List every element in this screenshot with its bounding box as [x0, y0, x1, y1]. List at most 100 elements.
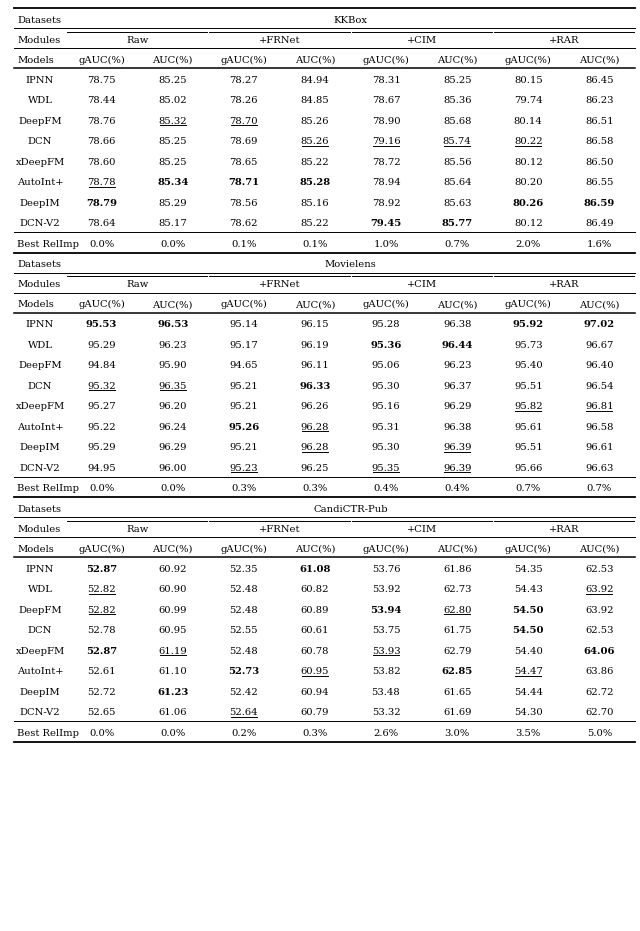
- Text: 61.69: 61.69: [443, 708, 472, 717]
- Text: 54.30: 54.30: [514, 708, 543, 717]
- Text: gAUC(%): gAUC(%): [505, 545, 552, 554]
- Text: 95.29: 95.29: [87, 341, 116, 350]
- Text: gAUC(%): gAUC(%): [505, 301, 552, 309]
- Text: 86.49: 86.49: [585, 220, 614, 228]
- Text: 0.1%: 0.1%: [231, 240, 257, 249]
- Text: 95.27: 95.27: [87, 402, 116, 412]
- Text: 95.21: 95.21: [229, 382, 258, 391]
- Text: Models: Models: [17, 545, 54, 554]
- Text: +RAR: +RAR: [548, 36, 579, 45]
- Text: 52.82: 52.82: [87, 586, 116, 594]
- Text: 95.26: 95.26: [228, 423, 259, 432]
- Text: +RAR: +RAR: [548, 525, 579, 533]
- Text: 61.23: 61.23: [157, 688, 188, 696]
- Text: 80.12: 80.12: [514, 157, 543, 167]
- Text: 79.74: 79.74: [514, 96, 543, 105]
- Text: AUC(%): AUC(%): [294, 56, 335, 65]
- Text: 3.5%: 3.5%: [516, 729, 541, 737]
- Text: 95.90: 95.90: [158, 361, 187, 371]
- Text: +CIM: +CIM: [406, 36, 436, 45]
- Text: 52.72: 52.72: [87, 688, 116, 696]
- Text: gAUC(%): gAUC(%): [363, 56, 410, 65]
- Text: 85.17: 85.17: [158, 220, 187, 228]
- Text: 85.16: 85.16: [301, 199, 329, 208]
- Text: WDL: WDL: [28, 96, 52, 105]
- Text: DCN: DCN: [28, 627, 52, 635]
- Text: 61.65: 61.65: [443, 688, 472, 696]
- Text: 53.48: 53.48: [372, 688, 401, 696]
- Text: 86.55: 86.55: [585, 179, 614, 187]
- Text: 61.86: 61.86: [443, 565, 472, 573]
- Text: 78.64: 78.64: [87, 220, 116, 228]
- Text: 0.0%: 0.0%: [89, 729, 114, 737]
- Text: 54.50: 54.50: [513, 627, 544, 635]
- Text: 96.37: 96.37: [443, 382, 472, 391]
- Text: 52.48: 52.48: [229, 586, 258, 594]
- Text: 78.69: 78.69: [230, 137, 258, 146]
- Text: DeepFM: DeepFM: [18, 361, 62, 371]
- Text: DeepIM: DeepIM: [20, 688, 60, 696]
- Text: 53.93: 53.93: [372, 647, 401, 655]
- Text: 96.38: 96.38: [443, 320, 472, 330]
- Text: Raw: Raw: [126, 36, 148, 45]
- Text: DeepFM: DeepFM: [18, 116, 62, 126]
- Text: 96.26: 96.26: [301, 402, 329, 412]
- Text: gAUC(%): gAUC(%): [220, 545, 268, 554]
- Text: 96.40: 96.40: [585, 361, 614, 371]
- Text: 1.6%: 1.6%: [587, 240, 612, 249]
- Text: gAUC(%): gAUC(%): [78, 545, 125, 554]
- Text: 60.82: 60.82: [301, 586, 329, 594]
- Text: 96.33: 96.33: [300, 382, 331, 391]
- Text: 60.79: 60.79: [301, 708, 329, 717]
- Text: 96.29: 96.29: [159, 443, 187, 452]
- Text: 95.73: 95.73: [514, 341, 543, 350]
- Text: 52.48: 52.48: [229, 647, 258, 655]
- Text: gAUC(%): gAUC(%): [220, 56, 268, 65]
- Text: 85.74: 85.74: [443, 137, 472, 146]
- Text: 63.92: 63.92: [585, 606, 614, 614]
- Text: 0.1%: 0.1%: [302, 240, 328, 249]
- Text: 0.0%: 0.0%: [160, 729, 186, 737]
- Text: 78.27: 78.27: [230, 75, 258, 85]
- Text: 95.21: 95.21: [229, 443, 258, 452]
- Text: 78.31: 78.31: [372, 75, 401, 85]
- Text: 94.84: 94.84: [87, 361, 116, 371]
- Text: DeepFM: DeepFM: [18, 606, 62, 614]
- Text: 0.0%: 0.0%: [89, 240, 114, 249]
- Text: AUC(%): AUC(%): [152, 56, 193, 65]
- Text: 96.53: 96.53: [157, 320, 188, 330]
- Text: 63.86: 63.86: [585, 668, 614, 676]
- Text: 95.92: 95.92: [513, 320, 544, 330]
- Text: 78.75: 78.75: [87, 75, 116, 85]
- Text: 95.22: 95.22: [87, 423, 116, 432]
- Text: AUC(%): AUC(%): [294, 301, 335, 309]
- Text: 78.92: 78.92: [372, 199, 401, 208]
- Text: Models: Models: [17, 301, 54, 309]
- Text: 1.0%: 1.0%: [373, 240, 399, 249]
- Text: IPNN: IPNN: [26, 320, 54, 330]
- Text: 85.25: 85.25: [443, 75, 472, 85]
- Text: DeepIM: DeepIM: [20, 443, 60, 452]
- Text: 96.11: 96.11: [301, 361, 330, 371]
- Text: 61.06: 61.06: [159, 708, 187, 717]
- Text: 96.38: 96.38: [443, 423, 472, 432]
- Text: gAUC(%): gAUC(%): [220, 301, 268, 309]
- Text: 85.02: 85.02: [158, 96, 187, 105]
- Text: 95.36: 95.36: [371, 341, 402, 350]
- Text: Modules: Modules: [17, 525, 60, 533]
- Text: 60.78: 60.78: [301, 647, 329, 655]
- Text: 52.73: 52.73: [228, 668, 259, 676]
- Text: 78.67: 78.67: [372, 96, 400, 105]
- Text: 95.30: 95.30: [372, 382, 401, 391]
- Text: Best RelImp: Best RelImp: [17, 240, 79, 249]
- Text: 78.70: 78.70: [230, 116, 258, 126]
- Text: 0.3%: 0.3%: [302, 484, 328, 493]
- Text: 85.36: 85.36: [443, 96, 472, 105]
- Text: 78.79: 78.79: [86, 199, 117, 208]
- Text: 94.95: 94.95: [87, 464, 116, 473]
- Text: AUC(%): AUC(%): [437, 56, 477, 65]
- Text: 95.06: 95.06: [372, 361, 400, 371]
- Text: 53.32: 53.32: [372, 708, 401, 717]
- Text: Modules: Modules: [17, 36, 60, 45]
- Text: xDeepFM: xDeepFM: [15, 157, 65, 167]
